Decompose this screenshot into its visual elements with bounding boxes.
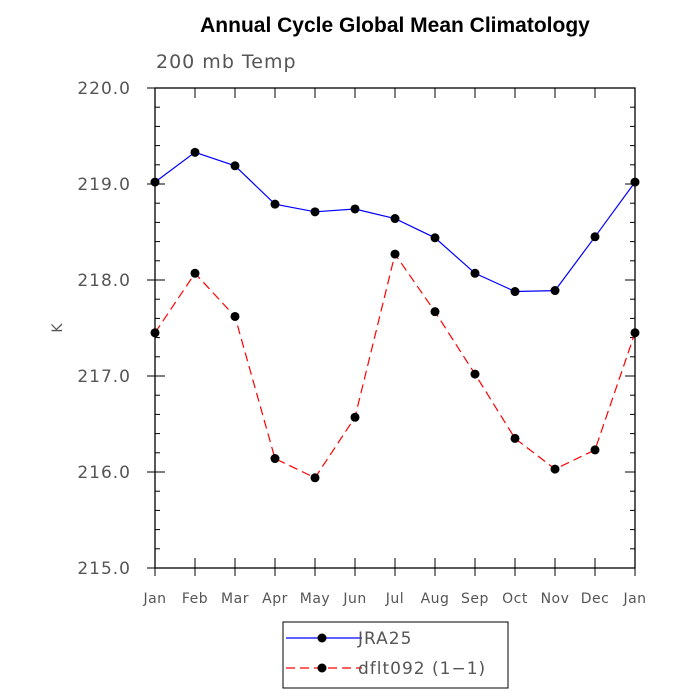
data-point-series-0 bbox=[590, 232, 600, 242]
data-point-series-1 bbox=[230, 311, 240, 321]
data-point-series-0 bbox=[430, 233, 440, 243]
data-point-series-1 bbox=[150, 328, 160, 338]
x-tick-label: Aug bbox=[421, 591, 450, 607]
chart-subtitle: 200 mb Temp bbox=[156, 51, 297, 73]
axis-ticks bbox=[147, 87, 636, 576]
chart-title: Annual Cycle Global Mean Climatology bbox=[200, 14, 590, 37]
y-tick-label: 220.0 bbox=[77, 79, 131, 99]
data-point-series-1 bbox=[190, 268, 200, 278]
series-line-1 bbox=[154, 252, 636, 479]
y-tick-label: 216.0 bbox=[77, 463, 131, 483]
data-point-series-0 bbox=[510, 287, 520, 297]
data-point-series-0 bbox=[550, 286, 560, 296]
legend-marker-jra25 bbox=[317, 633, 327, 643]
data-point-series-0 bbox=[190, 147, 200, 157]
data-point-series-1 bbox=[350, 412, 360, 422]
x-tick-label: Jun bbox=[342, 591, 366, 607]
data-point-series-1 bbox=[430, 307, 440, 317]
legend-label-dflt092: dflt092 (1−1) bbox=[358, 659, 486, 679]
x-tick-label: Mar bbox=[221, 591, 249, 607]
data-point-series-0 bbox=[150, 177, 160, 187]
data-point-series-1 bbox=[630, 328, 640, 338]
data-point-series-1 bbox=[590, 445, 600, 455]
data-point-series-1 bbox=[270, 454, 280, 464]
x-tick-label: Nov bbox=[541, 591, 570, 607]
x-tick-label: Jul bbox=[385, 591, 404, 607]
legend: JRA25 dflt092 (1−1) bbox=[282, 621, 509, 689]
legend-box bbox=[282, 621, 509, 689]
plot-frame bbox=[154, 87, 636, 569]
x-tick-label: Jan bbox=[142, 591, 166, 607]
data-point-series-1 bbox=[470, 369, 480, 379]
x-tick-label: Jan bbox=[622, 591, 646, 607]
x-tick-label: Sep bbox=[461, 591, 489, 607]
x-tick-label: Dec bbox=[581, 591, 610, 607]
y-axis-label: K bbox=[50, 323, 66, 333]
y-tick-labels: 215.0 216.0 217.0 218.0 219.0 220.0 bbox=[77, 79, 131, 579]
data-point-series-0 bbox=[390, 214, 400, 224]
x-tick-labels: Jan Feb Mar Apr May Jun Jul Aug Sep Oct Nov Dec Jan bbox=[142, 591, 646, 607]
data-point-series-0 bbox=[470, 268, 480, 278]
y-tick-label: 217.0 bbox=[77, 367, 131, 387]
series-lines bbox=[154, 151, 636, 479]
x-tick-label: Feb bbox=[182, 591, 208, 607]
data-point-series-1 bbox=[390, 249, 400, 259]
data-point-series-1 bbox=[310, 473, 320, 483]
y-tick-label: 218.0 bbox=[77, 271, 131, 291]
data-point-series-1 bbox=[550, 464, 560, 474]
series-points bbox=[150, 147, 640, 483]
data-point-series-1 bbox=[510, 433, 520, 443]
data-point-series-0 bbox=[310, 207, 320, 217]
legend-label-jra25: JRA25 bbox=[357, 629, 412, 649]
data-point-series-0 bbox=[630, 177, 640, 187]
data-point-series-0 bbox=[350, 204, 360, 214]
y-tick-label: 215.0 bbox=[77, 559, 131, 579]
x-tick-label: Oct bbox=[502, 591, 528, 607]
y-tick-label: 219.0 bbox=[77, 175, 131, 195]
x-tick-label: Apr bbox=[262, 591, 288, 607]
legend-marker-dflt092 bbox=[317, 663, 327, 673]
data-point-series-0 bbox=[270, 199, 280, 209]
x-tick-label: May bbox=[300, 591, 330, 607]
data-point-series-0 bbox=[230, 161, 240, 171]
